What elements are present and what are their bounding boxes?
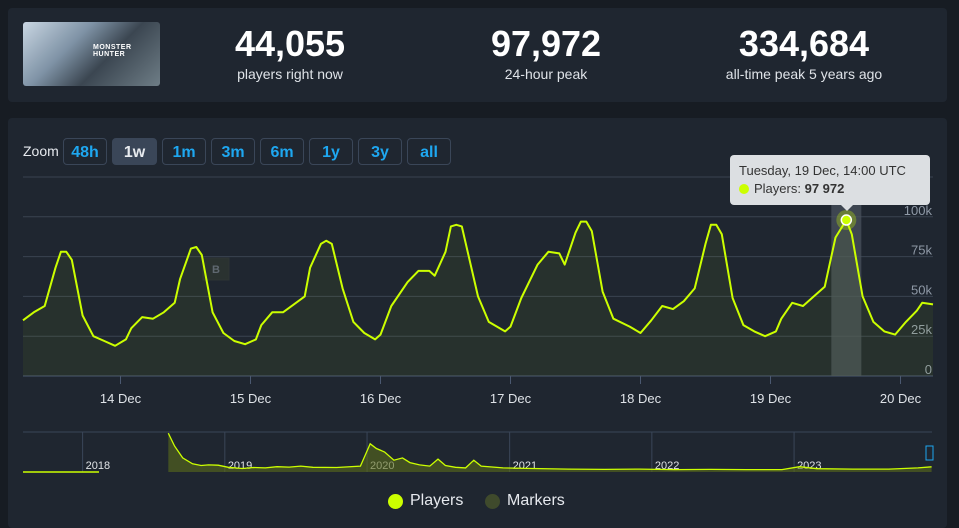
zoom-button-3y[interactable]: 3y bbox=[358, 138, 402, 165]
y-tick-label: 0 bbox=[925, 362, 932, 377]
x-tick-label: 17 Dec bbox=[490, 391, 532, 406]
legend-label: Players bbox=[410, 492, 464, 509]
y-tick-label: 75k bbox=[911, 243, 932, 258]
player-chart[interactable]: 0 25k 50k 75k 100k 14 Dec 15 Dec 16 Dec 17 Dec 18… bbox=[0, 0, 959, 515]
navigator-label-bg bbox=[83, 458, 114, 472]
navigator-handle[interactable] bbox=[925, 445, 934, 461]
hover-band bbox=[831, 205, 862, 376]
stat-label: players right now bbox=[237, 66, 343, 82]
chart-tooltip: Tuesday, 19 Dec, 14:00 UTC Players: 97 9… bbox=[730, 155, 930, 211]
stats-panel: MONSTER HUNTER 44,055 players right now … bbox=[8, 8, 947, 102]
zoom-button-1w[interactable]: 1w bbox=[112, 138, 157, 165]
zoom-button-48h[interactable]: 48h bbox=[63, 138, 107, 165]
series-line-players bbox=[22, 219, 934, 347]
x-tick-label: 20 Dec bbox=[880, 391, 922, 406]
players-dot-icon bbox=[388, 493, 403, 509]
legend-markers[interactable]: Markers bbox=[485, 492, 565, 510]
x-tick-label: 19 Dec bbox=[750, 391, 792, 406]
navigator-line bbox=[167, 432, 932, 471]
tooltip-date: Tuesday, 19 Dec, 14:00 UTC bbox=[739, 163, 906, 178]
y-tick-label: 25k bbox=[911, 322, 932, 337]
zoom-button-6m[interactable]: 6m bbox=[260, 138, 304, 165]
navigator-year-label: 2018 bbox=[86, 460, 110, 472]
zoom-button-1y[interactable]: 1y bbox=[309, 138, 353, 165]
navigator-label-bg bbox=[652, 458, 683, 472]
tooltip-series: Players: bbox=[754, 181, 801, 196]
stat-label: all-time peak 5 years ago bbox=[725, 66, 883, 82]
series-dot-icon bbox=[739, 184, 749, 194]
marker-label: B bbox=[212, 264, 220, 276]
zoom-button-all[interactable]: all bbox=[407, 138, 451, 165]
x-tick-label: 18 Dec bbox=[620, 391, 662, 406]
zoom-label: Zoom bbox=[23, 143, 59, 159]
tooltip-value: 97 972 bbox=[804, 181, 845, 196]
stat-value: 44,055 bbox=[234, 23, 346, 64]
zoom-button-3m[interactable]: 3m bbox=[211, 138, 255, 165]
stat-current-players: 44,055 players right now bbox=[170, 23, 410, 83]
y-tick-label: 100k bbox=[904, 203, 933, 218]
markers-dot-icon bbox=[485, 493, 500, 509]
x-tick-label: 15 Dec bbox=[230, 391, 272, 406]
stat-label: 24-hour peak bbox=[504, 66, 588, 82]
legend-players[interactable]: Players bbox=[388, 492, 463, 510]
stat-all-time-peak: 334,684 all-time peak 5 years ago bbox=[684, 23, 924, 83]
y-tick-label: 50k bbox=[911, 282, 932, 297]
stat-value: 334,684 bbox=[738, 23, 870, 64]
x-tick-label: 14 Dec bbox=[100, 391, 142, 406]
cover-logo: MONSTER HUNTER bbox=[93, 44, 132, 58]
stat-value: 97,972 bbox=[490, 23, 602, 64]
game-cover-image: MONSTER HUNTER bbox=[23, 22, 160, 86]
hover-point bbox=[840, 214, 853, 226]
zoom-button-1m[interactable]: 1m bbox=[162, 138, 206, 165]
marker-flag bbox=[202, 257, 230, 281]
stat-24h-peak: 97,972 24-hour peak bbox=[426, 23, 666, 83]
legend-label: Markers bbox=[507, 492, 565, 509]
x-tick-label: 16 Dec bbox=[360, 391, 402, 406]
